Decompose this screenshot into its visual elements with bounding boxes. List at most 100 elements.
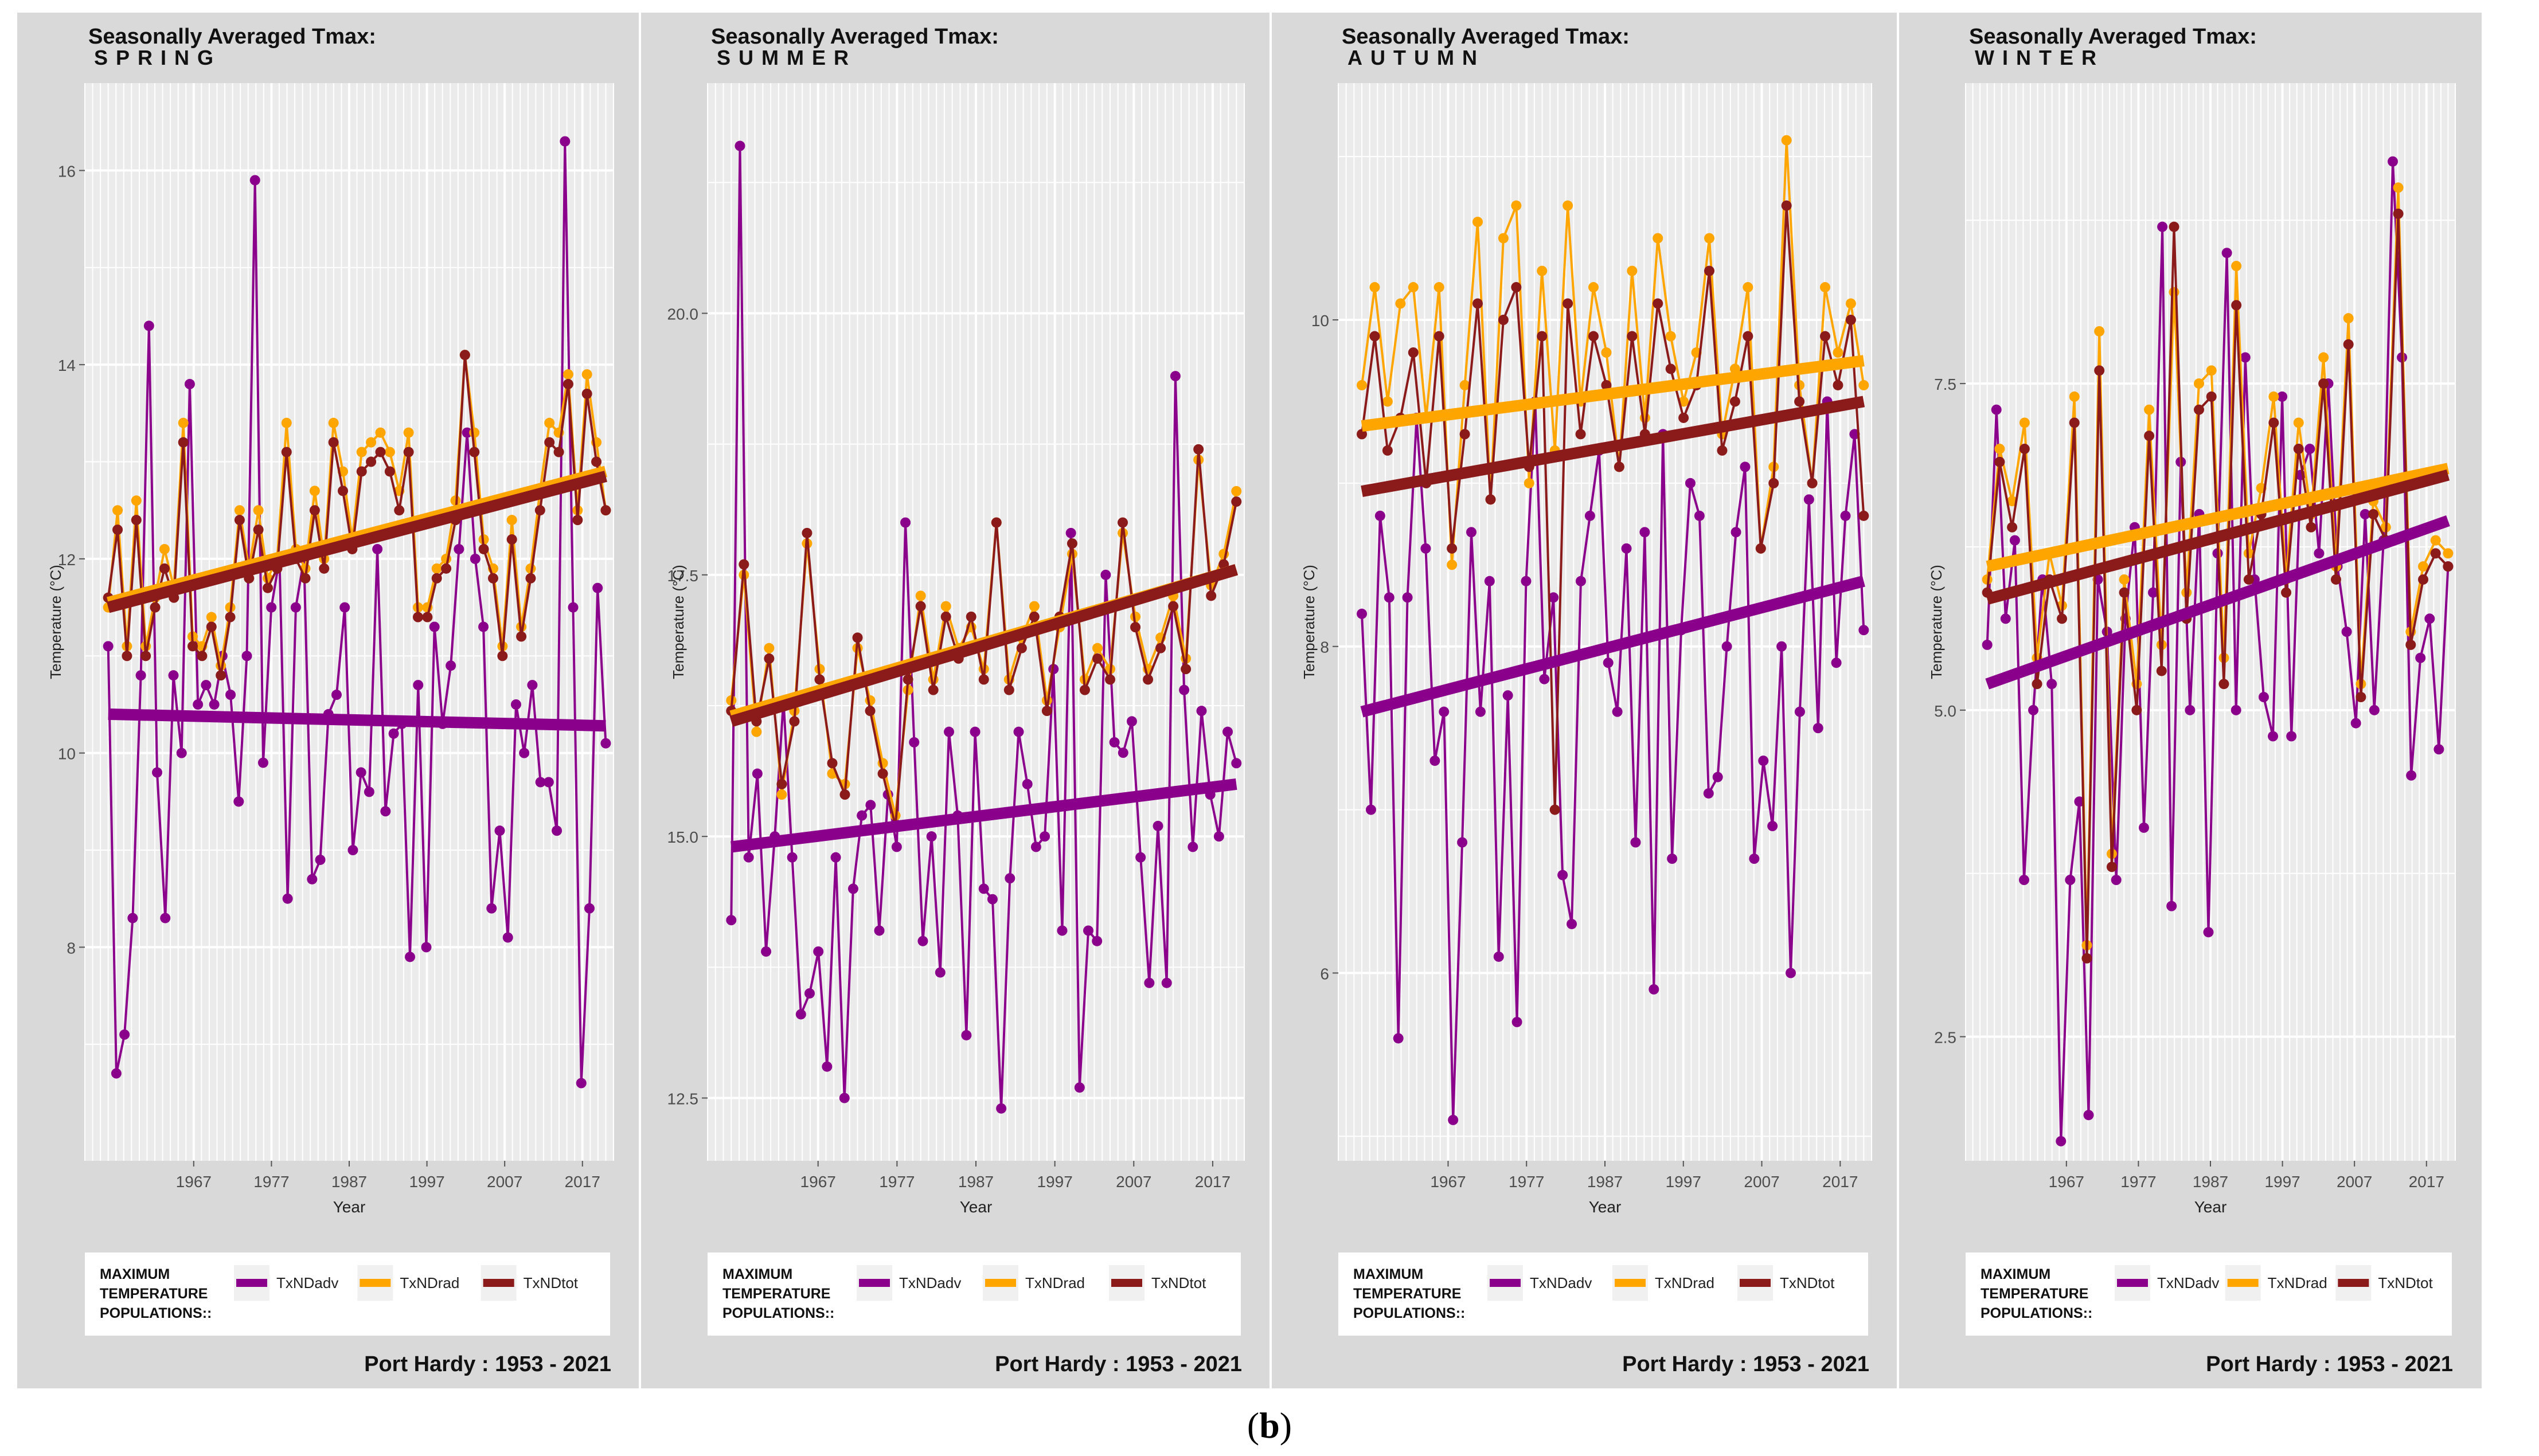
data-point bbox=[1074, 1082, 1085, 1093]
data-point bbox=[2081, 953, 2092, 964]
y-tick-label: 16 bbox=[58, 162, 76, 180]
data-point bbox=[1819, 282, 1830, 293]
data-point bbox=[2293, 444, 2304, 455]
data-point bbox=[2417, 574, 2428, 585]
data-point bbox=[2430, 535, 2441, 546]
data-point bbox=[1584, 510, 1595, 521]
panel-subtitle: SUMMER bbox=[717, 46, 857, 69]
data-point bbox=[2314, 548, 2325, 559]
data-point bbox=[2369, 704, 2380, 715]
x-tick-label: 1987 bbox=[331, 1173, 367, 1191]
y-tick-label: 7.5 bbox=[1934, 375, 1956, 393]
data-point bbox=[563, 369, 573, 380]
data-point bbox=[592, 582, 603, 593]
data-point bbox=[1833, 379, 1843, 390]
data-point bbox=[1639, 527, 1650, 538]
data-point bbox=[1704, 233, 1715, 244]
data-point bbox=[2069, 417, 2080, 428]
data-point bbox=[494, 825, 505, 836]
data-point bbox=[961, 1030, 972, 1040]
x-tick-label: 2007 bbox=[1744, 1173, 1779, 1191]
legend-title: POPULATIONS:: bbox=[1353, 1305, 1465, 1321]
x-tick-label: 2007 bbox=[1116, 1173, 1151, 1191]
data-point bbox=[1704, 265, 1715, 276]
data-point bbox=[2277, 391, 2288, 402]
data-point bbox=[2286, 731, 2297, 742]
data-point bbox=[2243, 574, 2254, 585]
data-point bbox=[1994, 444, 2005, 455]
data-point bbox=[403, 427, 414, 438]
data-point bbox=[193, 699, 204, 710]
data-point bbox=[1588, 282, 1599, 293]
x-tick-label: 1967 bbox=[2049, 1173, 2084, 1191]
data-point bbox=[534, 505, 545, 516]
data-point bbox=[506, 534, 517, 545]
data-point bbox=[2306, 522, 2317, 533]
panel-summer: Seasonally Averaged Tmax:SUMMER 12.5 15.0 1… bbox=[639, 13, 1245, 1388]
data-point bbox=[178, 417, 189, 428]
data-point bbox=[2393, 182, 2404, 193]
legend-label: TxNDtot bbox=[2378, 1274, 2433, 1291]
data-point bbox=[2368, 509, 2379, 519]
panel-title: Seasonally Averaged Tmax: bbox=[711, 25, 999, 49]
data-point bbox=[1083, 925, 1094, 936]
data-point bbox=[241, 651, 252, 662]
data-point bbox=[2028, 704, 2039, 715]
data-point bbox=[394, 505, 405, 516]
data-point bbox=[2206, 391, 2217, 402]
data-point bbox=[497, 651, 508, 662]
data-point bbox=[1144, 977, 1155, 988]
data-point bbox=[1181, 664, 1192, 675]
data-point bbox=[1420, 543, 1431, 554]
data-point bbox=[2206, 365, 2217, 376]
data-point bbox=[2417, 561, 2428, 572]
data-point bbox=[789, 716, 800, 727]
x-tick-label: 1977 bbox=[1509, 1173, 1544, 1191]
data-point bbox=[1459, 429, 1470, 440]
data-point bbox=[1357, 379, 1368, 390]
data-point bbox=[1743, 282, 1753, 293]
data-point bbox=[1524, 477, 1534, 488]
panel-winter: Seasonally Averaged Tmax:WINTER 2.5 5.0 7.5… bbox=[1897, 13, 2456, 1388]
data-point bbox=[839, 789, 850, 800]
data-point bbox=[1231, 758, 1242, 769]
data-point bbox=[2046, 679, 2057, 690]
data-point bbox=[1537, 331, 1548, 342]
data-point bbox=[2065, 875, 2076, 886]
data-point bbox=[2393, 208, 2404, 219]
data-point bbox=[1196, 706, 1207, 717]
data-point bbox=[1472, 298, 1483, 309]
x-tick-label: 2007 bbox=[2337, 1173, 2372, 1191]
data-point bbox=[787, 852, 798, 863]
data-point bbox=[309, 505, 320, 516]
data-point bbox=[1193, 444, 1204, 455]
x-tick-label: 1997 bbox=[1037, 1173, 1072, 1191]
data-point bbox=[1982, 639, 1993, 650]
data-point bbox=[446, 660, 456, 671]
data-point bbox=[2341, 627, 2352, 637]
legend-label: TxNDtot bbox=[1151, 1274, 1206, 1291]
data-point bbox=[131, 495, 142, 506]
x-tick-label: 1997 bbox=[1666, 1173, 1701, 1191]
data-point bbox=[366, 456, 377, 467]
data-point bbox=[403, 447, 414, 457]
data-point bbox=[1126, 716, 1137, 727]
data-point bbox=[1567, 918, 1577, 929]
data-point bbox=[1472, 217, 1483, 228]
data-point bbox=[1549, 804, 1560, 815]
data-point bbox=[1016, 643, 1027, 653]
data-point bbox=[877, 768, 888, 779]
data-point bbox=[281, 447, 292, 457]
data-point bbox=[2415, 652, 2426, 663]
x-axis-label: Year bbox=[1589, 1198, 1622, 1216]
series-line-txndadv bbox=[107, 140, 607, 1085]
data-point bbox=[319, 563, 330, 574]
data-point bbox=[380, 806, 391, 817]
data-point bbox=[307, 874, 318, 884]
data-point bbox=[1537, 265, 1548, 276]
data-point bbox=[2144, 430, 2155, 441]
data-point bbox=[1749, 854, 1760, 864]
data-point bbox=[135, 670, 146, 681]
data-point bbox=[470, 553, 481, 564]
